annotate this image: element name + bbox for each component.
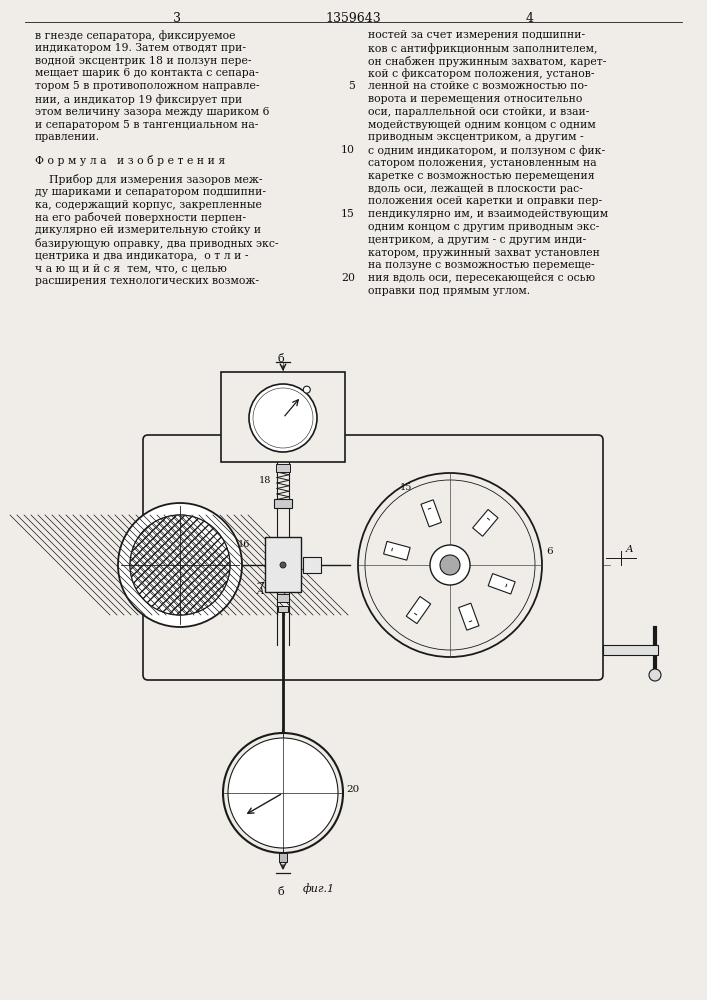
Text: 10: 10	[341, 145, 355, 155]
Text: 18: 18	[259, 476, 271, 485]
Text: 4: 4	[526, 12, 534, 25]
Text: 5: 5	[348, 81, 355, 91]
Text: расширения технологических возмож-: расширения технологических возмож-	[35, 276, 259, 286]
Text: дикулярно ей измерительную стойку и: дикулярно ей измерительную стойку и	[35, 225, 261, 235]
Text: ду шариками и сепаратором подшипни-: ду шариками и сепаратором подшипни-	[35, 187, 266, 197]
Text: оправки под прямым углом.: оправки под прямым углом.	[368, 286, 530, 296]
Text: индикатором 19. Затем отводят при-: индикатором 19. Затем отводят при-	[35, 43, 246, 53]
Text: 15: 15	[341, 209, 355, 219]
Circle shape	[358, 473, 542, 657]
Bar	[221, 372, 345, 462]
Text: оси, параллельной оси стойки, и взаи-: оси, параллельной оси стойки, и взаи-	[368, 107, 590, 117]
Text: ния вдоль оси, пересекающейся с осью: ния вдоль оси, пересекающейся с осью	[368, 273, 595, 283]
Circle shape	[440, 555, 460, 575]
Circle shape	[649, 669, 661, 681]
Bar	[278, 606, 288, 612]
Circle shape	[266, 548, 294, 576]
Text: мещает шарик 6 до контакта с сепара-: мещает шарик 6 до контакта с сепара-	[35, 68, 259, 78]
Text: центриком, а другим - с другим инди-: центриком, а другим - с другим инди-	[368, 235, 586, 245]
Circle shape	[430, 545, 470, 585]
Text: б: б	[278, 887, 284, 897]
Text: ленной на стойке с возможностью по-: ленной на стойке с возможностью по-	[368, 81, 588, 91]
Text: A: A	[257, 587, 264, 596]
Text: в гнезде сепаратора, фиксируемое: в гнезде сепаратора, фиксируемое	[35, 30, 235, 41]
Text: одним концом с другим приводным экс-: одним концом с другим приводным экс-	[368, 222, 600, 232]
Circle shape	[130, 515, 230, 615]
Text: 3: 3	[173, 12, 181, 25]
Text: на ползуне с возможностью перемеще-: на ползуне с возможностью перемеще-	[368, 260, 595, 270]
Text: нии, а индикатор 19 фиксирует при: нии, а индикатор 19 фиксирует при	[35, 94, 243, 105]
Text: модействующей одним концом с одним: модействующей одним концом с одним	[368, 120, 596, 130]
Text: положения осей каретки и оправки пер-: положения осей каретки и оправки пер-	[368, 196, 602, 206]
Bar	[407, 596, 431, 624]
Bar	[489, 574, 515, 594]
Text: и сепаратором 5 в тангенциальном на-: и сепаратором 5 в тангенциальном на-	[35, 120, 258, 130]
Bar	[279, 853, 287, 862]
Circle shape	[228, 738, 338, 848]
Text: Ф о р м у л а   и з о б р е т е н и я: Ф о р м у л а и з о б р е т е н и я	[35, 155, 226, 166]
Circle shape	[249, 384, 317, 452]
Bar	[276, 464, 290, 472]
Bar	[384, 541, 410, 560]
Text: тором 5 в противоположном направле-: тором 5 в противоположном направле-	[35, 81, 259, 91]
Bar	[421, 500, 441, 527]
Text: 20: 20	[341, 273, 355, 283]
Text: приводным эксцентриком, а другим -: приводным эксцентриком, а другим -	[368, 132, 583, 142]
Text: правлении.: правлении.	[35, 132, 100, 142]
Bar	[459, 603, 479, 630]
Bar	[274, 499, 292, 508]
Text: каретке с возможностью перемещения: каретке с возможностью перемещения	[368, 171, 595, 181]
Text: ков с антифрикционным заполнителем,: ков с антифрикционным заполнителем,	[368, 43, 597, 54]
Text: ностей за счет измерения подшипни-: ностей за счет измерения подшипни-	[368, 30, 585, 40]
Text: 6: 6	[546, 547, 553, 556]
Text: ч а ю щ и й с я  тем, что, с целью: ч а ю щ и й с я тем, что, с целью	[35, 264, 227, 274]
Text: A: A	[626, 545, 633, 554]
Text: базирующую оправку, два приводных экс-: базирующую оправку, два приводных экс-	[35, 238, 279, 249]
Text: 1359643: 1359643	[325, 12, 381, 25]
Text: 15: 15	[400, 483, 412, 492]
Bar	[303, 557, 321, 573]
Text: фиг.1: фиг.1	[303, 883, 335, 894]
Text: ка, содержащий корпус, закрепленные: ка, содержащий корпус, закрепленные	[35, 200, 262, 210]
Circle shape	[280, 562, 286, 568]
Circle shape	[303, 386, 310, 393]
Text: пендикулярно им, и взаимодействующим: пендикулярно им, и взаимодействующим	[368, 209, 608, 219]
Text: он снабжен пружинным захватом, карет-: он снабжен пружинным захватом, карет-	[368, 56, 607, 67]
Bar	[603, 645, 658, 655]
FancyBboxPatch shape	[143, 435, 603, 680]
Text: с одним индикатором, и ползуном с фик-: с одним индикатором, и ползуном с фик-	[368, 145, 605, 156]
Text: 16: 16	[238, 540, 250, 549]
Text: б: б	[278, 354, 284, 364]
Text: катором, пружинный захват установлен: катором, пружинный захват установлен	[368, 248, 600, 258]
Text: центрика и два индикатора,  о т л и -: центрика и два индикатора, о т л и -	[35, 251, 248, 261]
Text: сатором положения, установленным на: сатором положения, установленным на	[368, 158, 597, 168]
Text: ворота и перемещения относительно: ворота и перемещения относительно	[368, 94, 583, 104]
Text: этом величину зазора между шариком 6: этом величину зазора между шариком 6	[35, 107, 269, 117]
Text: водной эксцентрик 18 и ползун пере-: водной эксцентрик 18 и ползун пере-	[35, 56, 252, 66]
Bar	[473, 509, 498, 536]
Text: кой с фиксатором положения, установ-: кой с фиксатором положения, установ-	[368, 68, 595, 79]
Circle shape	[118, 503, 242, 627]
Bar	[265, 537, 301, 592]
Text: на его рабочей поверхности перпен-: на его рабочей поверхности перпен-	[35, 212, 246, 223]
Text: Прибор для измерения зазоров меж-: Прибор для измерения зазоров меж-	[35, 174, 262, 185]
Bar	[277, 594, 289, 602]
Text: 20: 20	[346, 785, 359, 794]
Text: вдоль оси, лежащей в плоскости рас-: вдоль оси, лежащей в плоскости рас-	[368, 184, 583, 194]
